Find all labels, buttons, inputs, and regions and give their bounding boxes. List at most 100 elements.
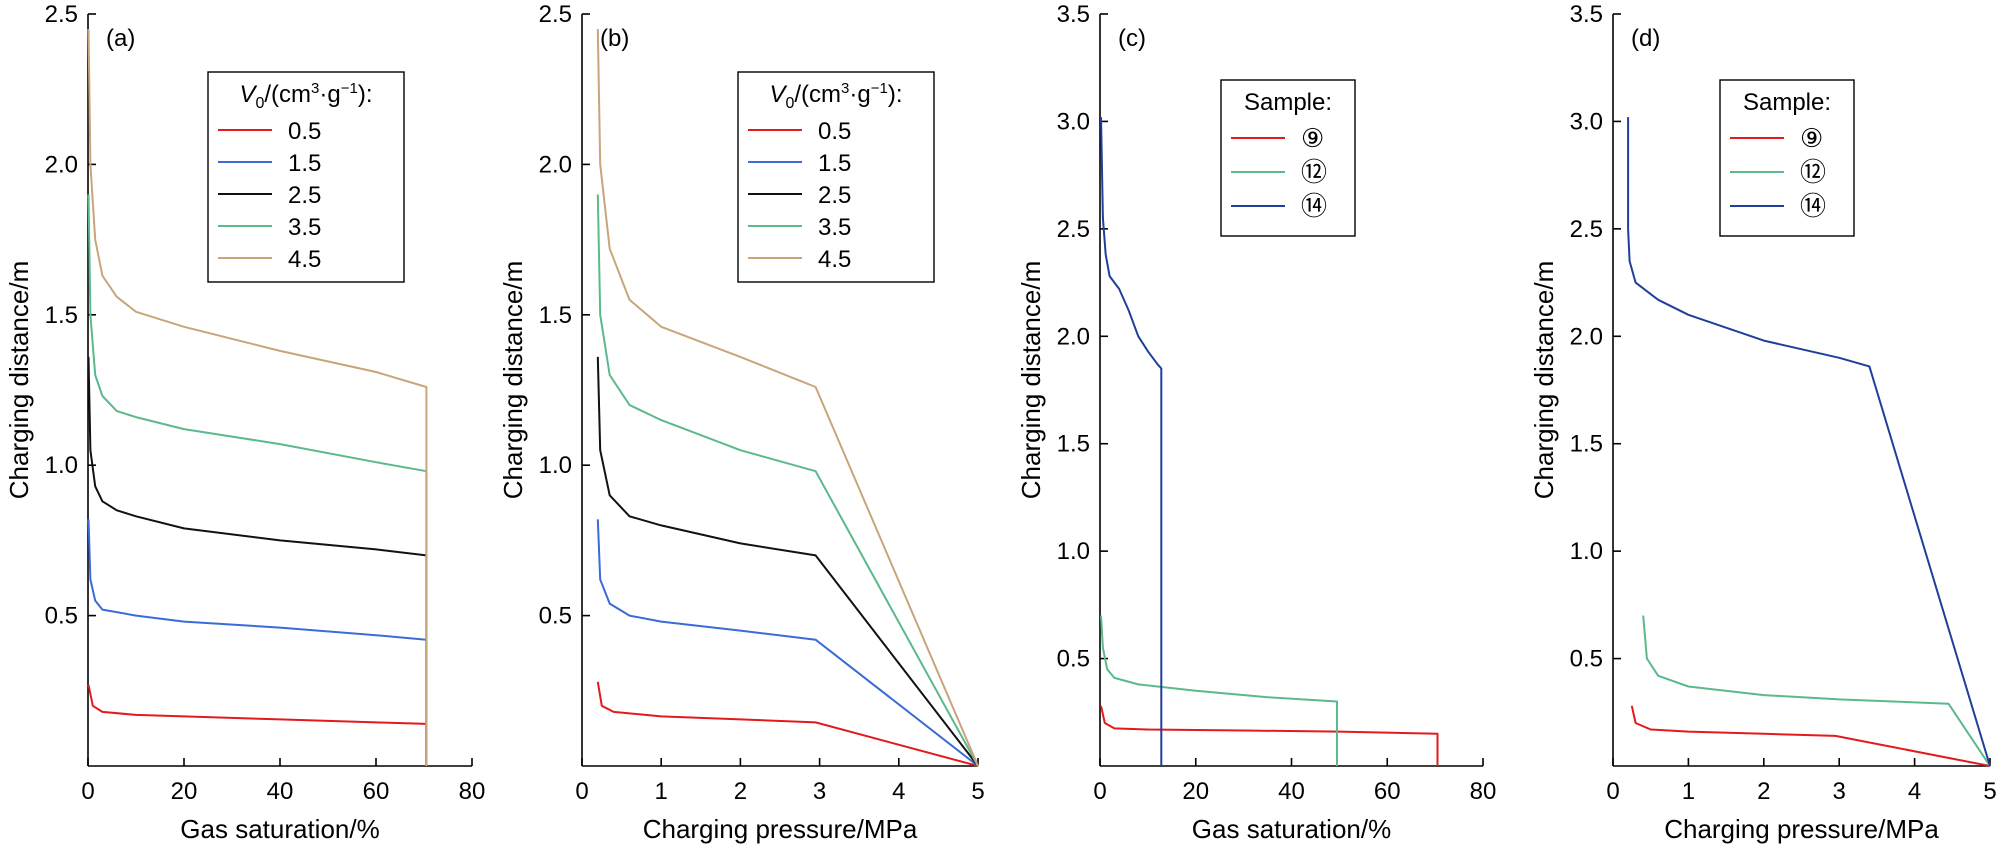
- series-line-2.5: [87, 356, 428, 766]
- y-tick-label: 0.5: [539, 603, 572, 630]
- y-tick-label: 2.5: [1057, 216, 1090, 243]
- x-tick-label: 80: [459, 778, 486, 805]
- x-tick-label: 0: [1093, 778, 1106, 805]
- y-tick-label: 1.0: [1057, 538, 1090, 565]
- legend-label: 2.5: [818, 182, 851, 209]
- y-tick-label: 1.0: [539, 452, 572, 479]
- series-line-⑭: [1627, 117, 1991, 767]
- y-axis-title: Charging distance/m: [498, 261, 528, 499]
- x-tick-label: 3: [1833, 778, 1846, 805]
- panel-4: 0 1 2 3 4 5 0.5 1.0 1.5 2.0 2.5 3.0 3.5 Charging pres…: [1529, 1, 1997, 844]
- x-tick-label: 3: [813, 778, 826, 805]
- legend-title: V0/(cm3·g−1):: [239, 80, 372, 112]
- x-axis-title: Gas saturation/%: [1192, 814, 1391, 844]
- y-tick-label: 3.0: [1057, 108, 1090, 135]
- x-tick-label: 80: [1470, 778, 1497, 805]
- series-line-4.5: [596, 28, 979, 767]
- x-tick-label: 1: [655, 778, 668, 805]
- x-tick-label: 20: [1182, 778, 1209, 805]
- y-tick-label: 1.5: [45, 302, 78, 329]
- x-tick-label: 0: [575, 778, 588, 805]
- series-line-0.5: [596, 681, 979, 767]
- x-tick-label: 0: [81, 778, 94, 805]
- legend-title: Sample:: [1244, 89, 1332, 116]
- x-tick-label: 60: [1374, 778, 1401, 805]
- panel-3: 0 20 40 60 80 0.5 1.0 1.5 2.0 2.5 3.0 3.5 Gas satura…: [1016, 1, 1496, 844]
- y-tick-label: 2.0: [539, 151, 572, 178]
- panel-label: (c): [1118, 25, 1146, 52]
- legend-box: [207, 71, 405, 283]
- x-tick-label: 4: [1908, 778, 1921, 805]
- y-tick-label: 2.0: [45, 151, 78, 178]
- x-axis-title: Gas saturation/%: [180, 814, 379, 844]
- panel-label: (d): [1631, 25, 1660, 52]
- x-axis-title: Charging pressure/MPa: [643, 814, 918, 844]
- y-axis-title: Charging distance/m: [4, 261, 34, 499]
- legend-label: 1.5: [288, 150, 321, 177]
- y-tick-label: 0.5: [45, 603, 78, 630]
- y-tick-label: 0.5: [1057, 646, 1090, 673]
- series-line-⑨: [1630, 705, 1991, 767]
- legend-box: [1220, 79, 1356, 237]
- series-line-3.5: [87, 194, 428, 766]
- legend-label: 3.5: [288, 214, 321, 241]
- series-line-⑨: [1100, 705, 1439, 766]
- series-line-0.5: [87, 684, 428, 766]
- panel-2: 0 1 2 3 4 5 0.5 1.0 1.5 2.0 2.5 Charging pressure/M…: [498, 1, 985, 844]
- legend-label: 4.5: [818, 246, 851, 273]
- y-tick-label: 2.5: [45, 1, 78, 28]
- x-tick-label: 60: [363, 778, 390, 805]
- series-line-⑭: [1100, 117, 1163, 766]
- x-tick-label: 40: [1278, 778, 1305, 805]
- legend: Sample: ⑨ ⑫ ⑭: [1220, 79, 1356, 237]
- series-line-1.5: [87, 519, 428, 766]
- x-tick-label: 0: [1606, 778, 1619, 805]
- y-tick-label: 2.0: [1570, 323, 1603, 350]
- legend-label: 1.5: [818, 150, 851, 177]
- series-line-1.5: [596, 519, 979, 767]
- series-line-⑫: [1100, 615, 1338, 766]
- y-tick-label: 2.5: [539, 1, 572, 28]
- legend-title: Sample:: [1743, 89, 1831, 116]
- legend-label: 0.5: [818, 118, 851, 145]
- legend-label: ⑫: [1800, 158, 1826, 188]
- y-axis-title: Charging distance/m: [1016, 261, 1046, 499]
- legend-label: 0.5: [288, 118, 321, 145]
- y-tick-label: 1.0: [45, 452, 78, 479]
- y-tick-label: 2.5: [1570, 216, 1603, 243]
- y-axis-title: Charging distance/m: [1529, 261, 1559, 499]
- x-tick-label: 2: [1757, 778, 1770, 805]
- legend-label: ⑭: [1301, 192, 1327, 222]
- panel-label: (b): [600, 25, 629, 52]
- series-line-2.5: [596, 356, 979, 767]
- y-tick-label: 1.0: [1570, 538, 1603, 565]
- y-tick-label: 1.5: [1057, 431, 1090, 458]
- y-tick-label: 3.5: [1057, 1, 1090, 28]
- legend: V0/(cm3·g−1): 0.5 1.5 2.5 3.5 4.5: [207, 71, 405, 283]
- x-tick-label: 5: [971, 778, 984, 805]
- y-tick-label: 0.5: [1570, 646, 1603, 673]
- x-tick-label: 20: [171, 778, 198, 805]
- legend-label: ⑭: [1800, 192, 1826, 222]
- panel-label: (a): [106, 25, 135, 52]
- legend-label: ⑫: [1301, 158, 1327, 188]
- legend: V0/(cm3·g−1): 0.5 1.5 2.5 3.5 4.5: [737, 71, 935, 283]
- legend-title: V0/(cm3·g−1):: [769, 80, 902, 112]
- y-tick-label: 1.5: [539, 302, 572, 329]
- legend-label: 3.5: [818, 214, 851, 241]
- legend-label: 2.5: [288, 182, 321, 209]
- legend-label: ⑨: [1301, 124, 1324, 154]
- x-tick-label: 40: [267, 778, 294, 805]
- panel-1: 0 20 40 60 80 0.5 1.0 1.5 2.0 2.5 Gas saturation/%…: [4, 1, 485, 844]
- y-tick-label: 3.5: [1570, 1, 1603, 28]
- x-tick-label: 4: [892, 778, 905, 805]
- legend: Sample: ⑨ ⑫ ⑭: [1719, 79, 1855, 237]
- legend-label: 4.5: [288, 246, 321, 273]
- y-tick-label: 2.0: [1057, 323, 1090, 350]
- x-axis-title: Charging pressure/MPa: [1664, 814, 1939, 844]
- legend-label: ⑨: [1800, 124, 1823, 154]
- series-line-⑫: [1642, 615, 1991, 767]
- x-tick-label: 1: [1682, 778, 1695, 805]
- series-line-4.5: [87, 28, 428, 766]
